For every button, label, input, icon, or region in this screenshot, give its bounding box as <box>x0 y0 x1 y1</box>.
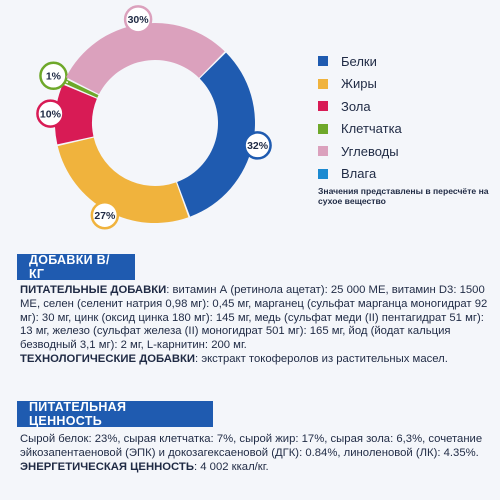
data-label-bubble-4 <box>123 5 153 34</box>
data-label-0: 32% <box>247 140 269 152</box>
nutritional-additives-label: ПИТАТЕЛЬНЫЕ ДОБАВКИ <box>20 284 167 296</box>
nutrition-values: Сырой белок: 23%, сырая клетчатка: 7%, с… <box>20 433 483 459</box>
legend-label: Углеводы <box>341 143 399 159</box>
additives-text: ПИТАТЕЛЬНЫЕ ДОБАВКИ: витамин А (ретинола… <box>20 284 488 367</box>
donut-slice-2 <box>54 84 97 145</box>
nutrition-header: ПИТАТЕЛЬНАЯ ЦЕННОСТЬ <box>17 400 213 428</box>
nutritional-additives-paragraph: ПИТАТЕЛЬНЫЕ ДОБАВКИ: витамин А (ретинола… <box>20 284 487 351</box>
donut-slice-3 <box>63 78 99 98</box>
additives-header: ДОБАВКИ В/КГ <box>17 253 135 281</box>
legend-item: Зола <box>318 95 402 118</box>
technological-additives-paragraph: ТЕХНОЛОГИЧЕСКИЕ ДОБАВКИ: экстракт токофе… <box>20 353 448 365</box>
legend-swatch <box>318 123 328 134</box>
legend-swatch <box>318 101 328 112</box>
data-label-4: 30% <box>128 14 150 26</box>
technological-additives-text: : экстракт токоферолов из растительных м… <box>195 352 448 365</box>
chart-legend: Белки Жиры Зола Клетчатка Углеводы Влага <box>318 50 402 185</box>
legend-swatch <box>318 168 328 179</box>
legend-item: Углеводы <box>318 140 402 163</box>
data-label-bubble-1 <box>90 200 120 230</box>
energy-value: : 4 002 ккал/кг. <box>193 460 269 473</box>
nutritional-additives-text: : витамин А (ретинола ацетат): 25 000 МЕ… <box>20 284 488 352</box>
legend-swatch <box>318 146 328 157</box>
donut-chart: 32% 27% 10% 1% 30% <box>36 5 272 230</box>
data-label-bubble-0 <box>243 131 272 160</box>
technological-additives-label: ТЕХНОЛОГИЧЕСКИЕ ДОБАВКИ <box>20 352 196 365</box>
data-label-3: 1% <box>46 71 62 83</box>
energy-label: ЭНЕРГЕТИЧЕСКАЯ ЦЕННОСТЬ <box>20 460 194 473</box>
donut-slice-0 <box>177 52 255 217</box>
nutrition-text: Сырой белок: 23%, сырая клетчатка: 7%, с… <box>20 433 488 474</box>
legend-item: Влага <box>318 163 402 186</box>
legend-item: Белки <box>318 50 402 73</box>
legend-label: Зола <box>341 98 371 114</box>
legend-swatch <box>318 56 328 67</box>
data-label-1: 27% <box>94 210 116 222</box>
legend-label: Влага <box>341 166 377 182</box>
legend-item: Клетчатка <box>318 118 402 141</box>
data-label-2: 10% <box>40 108 62 120</box>
chart-note: Значения представлены в пересчёте на сух… <box>318 186 489 207</box>
data-label-bubble-2 <box>36 99 65 128</box>
legend-label: Белки <box>341 53 377 69</box>
legend-label: Клетчатка <box>341 121 402 137</box>
legend-label: Жиры <box>341 76 377 92</box>
donut-slice-4 <box>66 23 225 95</box>
data-label-bubble-3 <box>39 61 68 91</box>
legend-item: Жиры <box>318 73 402 96</box>
donut-slice-1 <box>57 137 189 223</box>
legend-swatch <box>318 78 328 89</box>
